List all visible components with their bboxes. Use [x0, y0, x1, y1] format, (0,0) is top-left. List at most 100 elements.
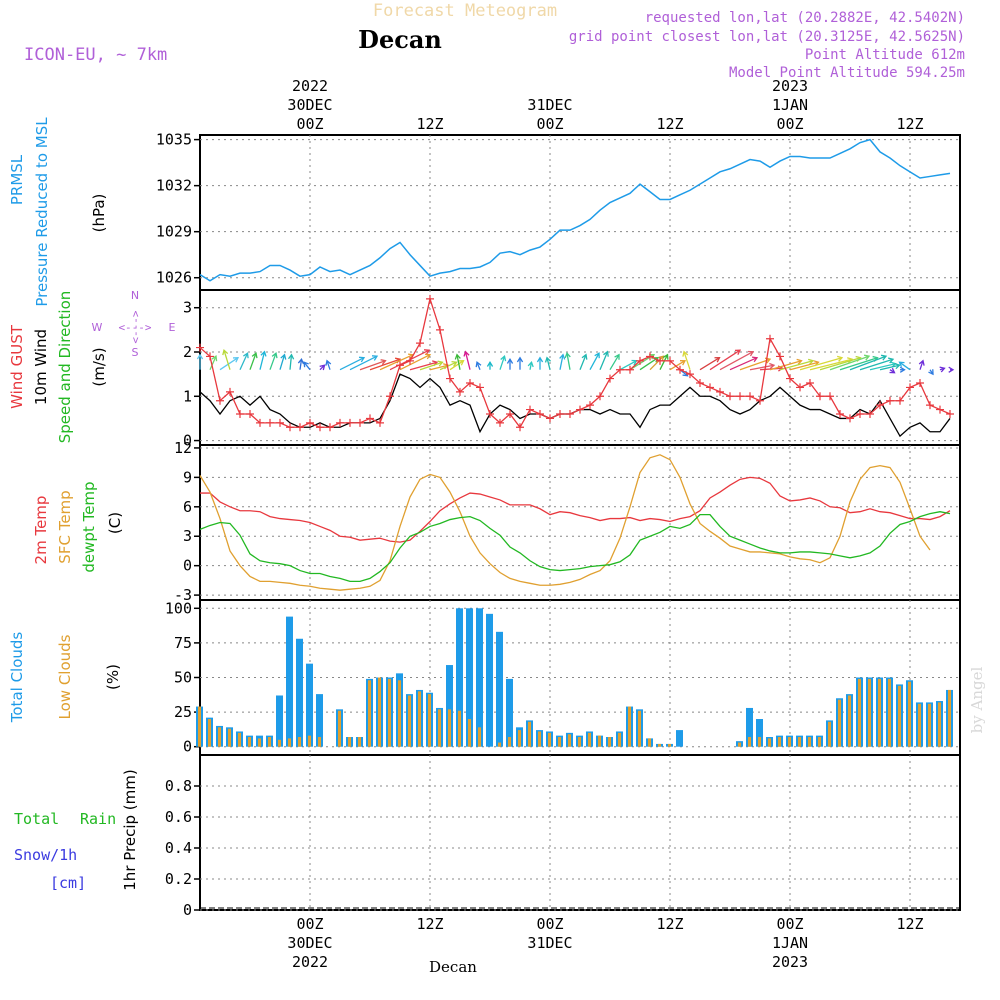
low-cloud-bar — [338, 710, 341, 747]
wind-arrow — [464, 351, 471, 370]
wind-arrow — [456, 354, 461, 370]
wind-gust-marker — [576, 405, 584, 414]
wind-arrow-head — [516, 356, 524, 363]
requested-coords: requested lon,lat (20.2882E, 42.5402N) — [645, 10, 965, 26]
wind-gust-marker — [666, 356, 674, 365]
wind-gust-marker — [676, 365, 684, 374]
wind-arrow — [499, 356, 506, 370]
wind-arrow — [769, 360, 802, 371]
low-cloud-bar — [438, 709, 441, 747]
wind-arrow-head — [837, 355, 844, 362]
y-tick-label: 0.8 — [165, 777, 192, 795]
wind-gust-marker — [796, 383, 804, 392]
wind-gust-marker — [436, 325, 444, 334]
low-cloud-bar — [818, 737, 821, 747]
wind-arrow — [249, 352, 257, 370]
wind-gust-marker — [726, 392, 734, 401]
wind-arrow-head — [260, 350, 267, 357]
bottom-time-label: 12Z — [416, 915, 443, 933]
wind-gust-marker — [636, 356, 644, 365]
wind-arrow-head — [536, 356, 544, 363]
low-cloud-bar — [548, 732, 551, 747]
top-time-label: 2023 — [772, 77, 808, 95]
low-cloud-bar — [798, 737, 801, 747]
y-tick-label: 0.2 — [165, 870, 192, 888]
low-cloud-bar — [828, 721, 831, 747]
wind-gust-marker — [246, 410, 254, 418]
wind-arrow — [859, 358, 894, 371]
wind-arrow — [259, 351, 266, 370]
wind-arrow — [683, 351, 691, 370]
low-cloud-bar — [848, 695, 851, 747]
clouds-unit-label: (%) — [104, 664, 122, 690]
low-cloud-bar — [588, 732, 591, 747]
wind-arrow-head — [887, 357, 895, 364]
wind-gust-marker — [556, 410, 564, 418]
total-cloud-bar — [456, 608, 463, 747]
location-title: Decan — [358, 25, 442, 54]
wind-arrow-head — [928, 369, 934, 376]
y-tick-label: 75 — [174, 634, 192, 652]
total-cloud-bar — [276, 695, 283, 747]
top-time-label: 00Z — [536, 115, 563, 133]
wind-gust-marker — [236, 410, 244, 418]
wind-arrow — [546, 357, 551, 370]
wind-arrow-head — [679, 360, 687, 366]
low-cloud-bar — [738, 742, 741, 747]
wind-gust-marker — [466, 379, 474, 387]
low-cloud-bar — [538, 731, 541, 747]
wind-gust-marker — [756, 396, 764, 405]
wind-arrow — [659, 354, 669, 371]
wind-arrow — [559, 354, 564, 370]
wind-gust-marker — [916, 379, 924, 387]
precip-snow-label: Snow/1h — [14, 846, 77, 864]
wind-arrow — [439, 361, 457, 371]
low-cloud-bar — [508, 737, 511, 747]
low-cloud-bar — [428, 694, 431, 747]
wind-arrow-head — [297, 357, 305, 365]
low-cloud-bar — [298, 737, 301, 747]
wind-arrow — [639, 357, 659, 371]
low-cloud-bar — [408, 695, 411, 747]
wind-arrow-head — [594, 352, 600, 359]
low-cloud-bar — [648, 738, 651, 747]
low-cloud-bar — [468, 719, 471, 747]
low-cloud-bar — [458, 710, 461, 747]
low-cloud-bar — [268, 737, 271, 747]
bottom-time-label: 00Z — [776, 915, 803, 933]
wind-arrow-head — [454, 353, 461, 360]
pressure-label-long: Pressure Reduced to MSL — [33, 117, 51, 307]
wind-gust-marker — [226, 387, 234, 396]
wind-arrow-head — [898, 361, 905, 368]
low-cloud-bar — [938, 702, 941, 747]
wind-gust-marker — [376, 418, 384, 427]
wind-arrow-head — [287, 353, 295, 360]
y-tick-label: 1029 — [156, 223, 192, 241]
low-cloud-bar — [608, 737, 611, 747]
low-cloud-bar — [788, 737, 791, 747]
wind-unit-label: (m/s) — [90, 347, 108, 386]
low-cloud-bar — [598, 735, 601, 747]
wind-gust-marker — [816, 392, 824, 401]
wind-arrow — [279, 354, 286, 370]
wind-gust-marker — [496, 418, 504, 427]
compass-north: N — [131, 289, 139, 302]
compass-west: W — [92, 321, 103, 334]
top-time-label: 1JAN — [772, 96, 808, 114]
pressure-frame — [199, 134, 961, 291]
top-time-label: 2022 — [292, 77, 328, 95]
low-cloud-bar — [198, 706, 201, 747]
wind-arrow — [899, 361, 911, 371]
y-tick-label: 0 — [183, 738, 192, 756]
wind-arrow-head — [564, 351, 571, 359]
low-cloud-bar — [368, 680, 371, 747]
wind-gust-marker — [196, 343, 204, 352]
wind-gust-marker — [946, 410, 954, 418]
wind-arrow — [829, 355, 870, 371]
wind-gust-marker — [936, 405, 944, 414]
wind-arrow-head — [894, 363, 901, 370]
footer-location: Decan — [429, 958, 477, 976]
wind-gust-marker — [416, 339, 424, 348]
wind-arrow — [709, 349, 741, 371]
low-cloud-bar — [248, 737, 251, 747]
